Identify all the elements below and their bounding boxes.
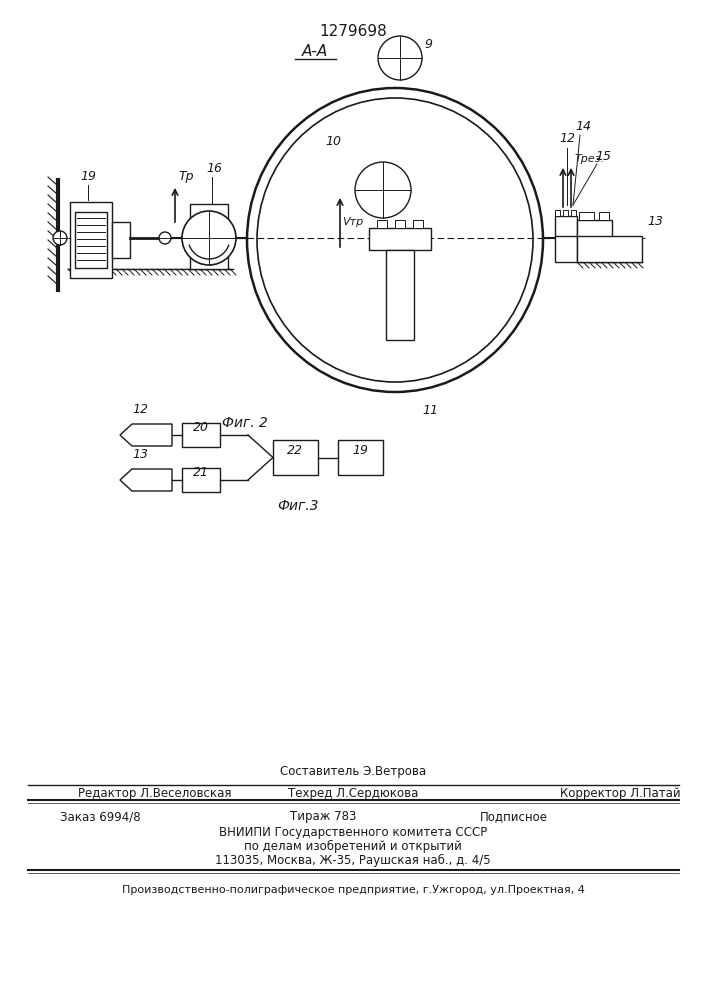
Text: 1279698: 1279698 (319, 24, 387, 39)
Text: 14: 14 (575, 120, 591, 133)
Bar (112, 222, 130, 258)
Text: 22: 22 (287, 444, 303, 456)
Text: Производственно-полиграфическое предприятие, г.Ужгород, ул.Проектная, 4: Производственно-полиграфическое предприя… (122, 885, 585, 895)
Bar (577, 236, 642, 262)
Text: 10: 10 (325, 135, 341, 148)
Text: ВНИИПИ Государственного комитета СССР: ВНИИПИ Государственного комитета СССР (219, 826, 487, 839)
Text: 9: 9 (424, 38, 432, 51)
Bar (555, 210, 560, 216)
Bar (182, 423, 220, 447)
Bar (369, 228, 431, 250)
Bar (579, 212, 594, 220)
Text: 13: 13 (132, 448, 148, 461)
Text: 12: 12 (559, 132, 575, 145)
Bar (395, 220, 405, 228)
Text: Подписное: Подписное (480, 810, 548, 823)
Text: Корректор Л.Патай: Корректор Л.Патай (560, 787, 681, 800)
Bar (599, 212, 609, 220)
Text: Тираж 783: Тираж 783 (290, 810, 356, 823)
Text: 20: 20 (193, 421, 209, 434)
Text: 21: 21 (193, 466, 209, 479)
Text: Редактор Л.Веселовская: Редактор Л.Веселовская (78, 787, 231, 800)
Text: 13: 13 (647, 215, 663, 228)
Text: Фиг.3: Фиг.3 (277, 499, 319, 513)
Bar (338, 440, 383, 475)
Bar (386, 250, 414, 340)
Bar (577, 220, 612, 238)
Bar (555, 236, 577, 262)
Bar (413, 220, 423, 228)
Text: 19: 19 (80, 170, 96, 183)
Bar (555, 216, 577, 238)
Text: 16: 16 (206, 162, 222, 175)
Bar (571, 210, 576, 216)
Circle shape (159, 232, 171, 244)
Bar (70, 202, 112, 278)
Circle shape (53, 231, 67, 245)
Text: Заказ 6994/8: Заказ 6994/8 (60, 810, 141, 823)
Text: А-А: А-А (302, 44, 328, 60)
Bar (182, 468, 220, 492)
Text: Техред Л.Сердюкова: Техред Л.Сердюкова (288, 787, 418, 800)
Text: 12: 12 (132, 403, 148, 416)
Circle shape (182, 211, 236, 265)
Bar (563, 210, 568, 216)
Text: Трез.: Трез. (575, 154, 605, 164)
Bar (273, 440, 318, 475)
Bar (377, 220, 387, 228)
Text: 19: 19 (352, 444, 368, 456)
Text: 113035, Москва, Ж-35, Раушская наб., д. 4/5: 113035, Москва, Ж-35, Раушская наб., д. … (215, 854, 491, 867)
Text: Vтр: Vтр (342, 217, 363, 227)
Bar (190, 204, 228, 269)
Text: Составитель Э.Ветрова: Составитель Э.Ветрова (280, 766, 426, 778)
Text: Фиг. 2: Фиг. 2 (222, 416, 268, 430)
Bar (75, 212, 107, 268)
Text: 11: 11 (422, 404, 438, 417)
Text: Тр: Тр (178, 170, 194, 183)
Text: по делам изобретений и открытий: по делам изобретений и открытий (244, 840, 462, 853)
Text: 15: 15 (595, 150, 611, 163)
